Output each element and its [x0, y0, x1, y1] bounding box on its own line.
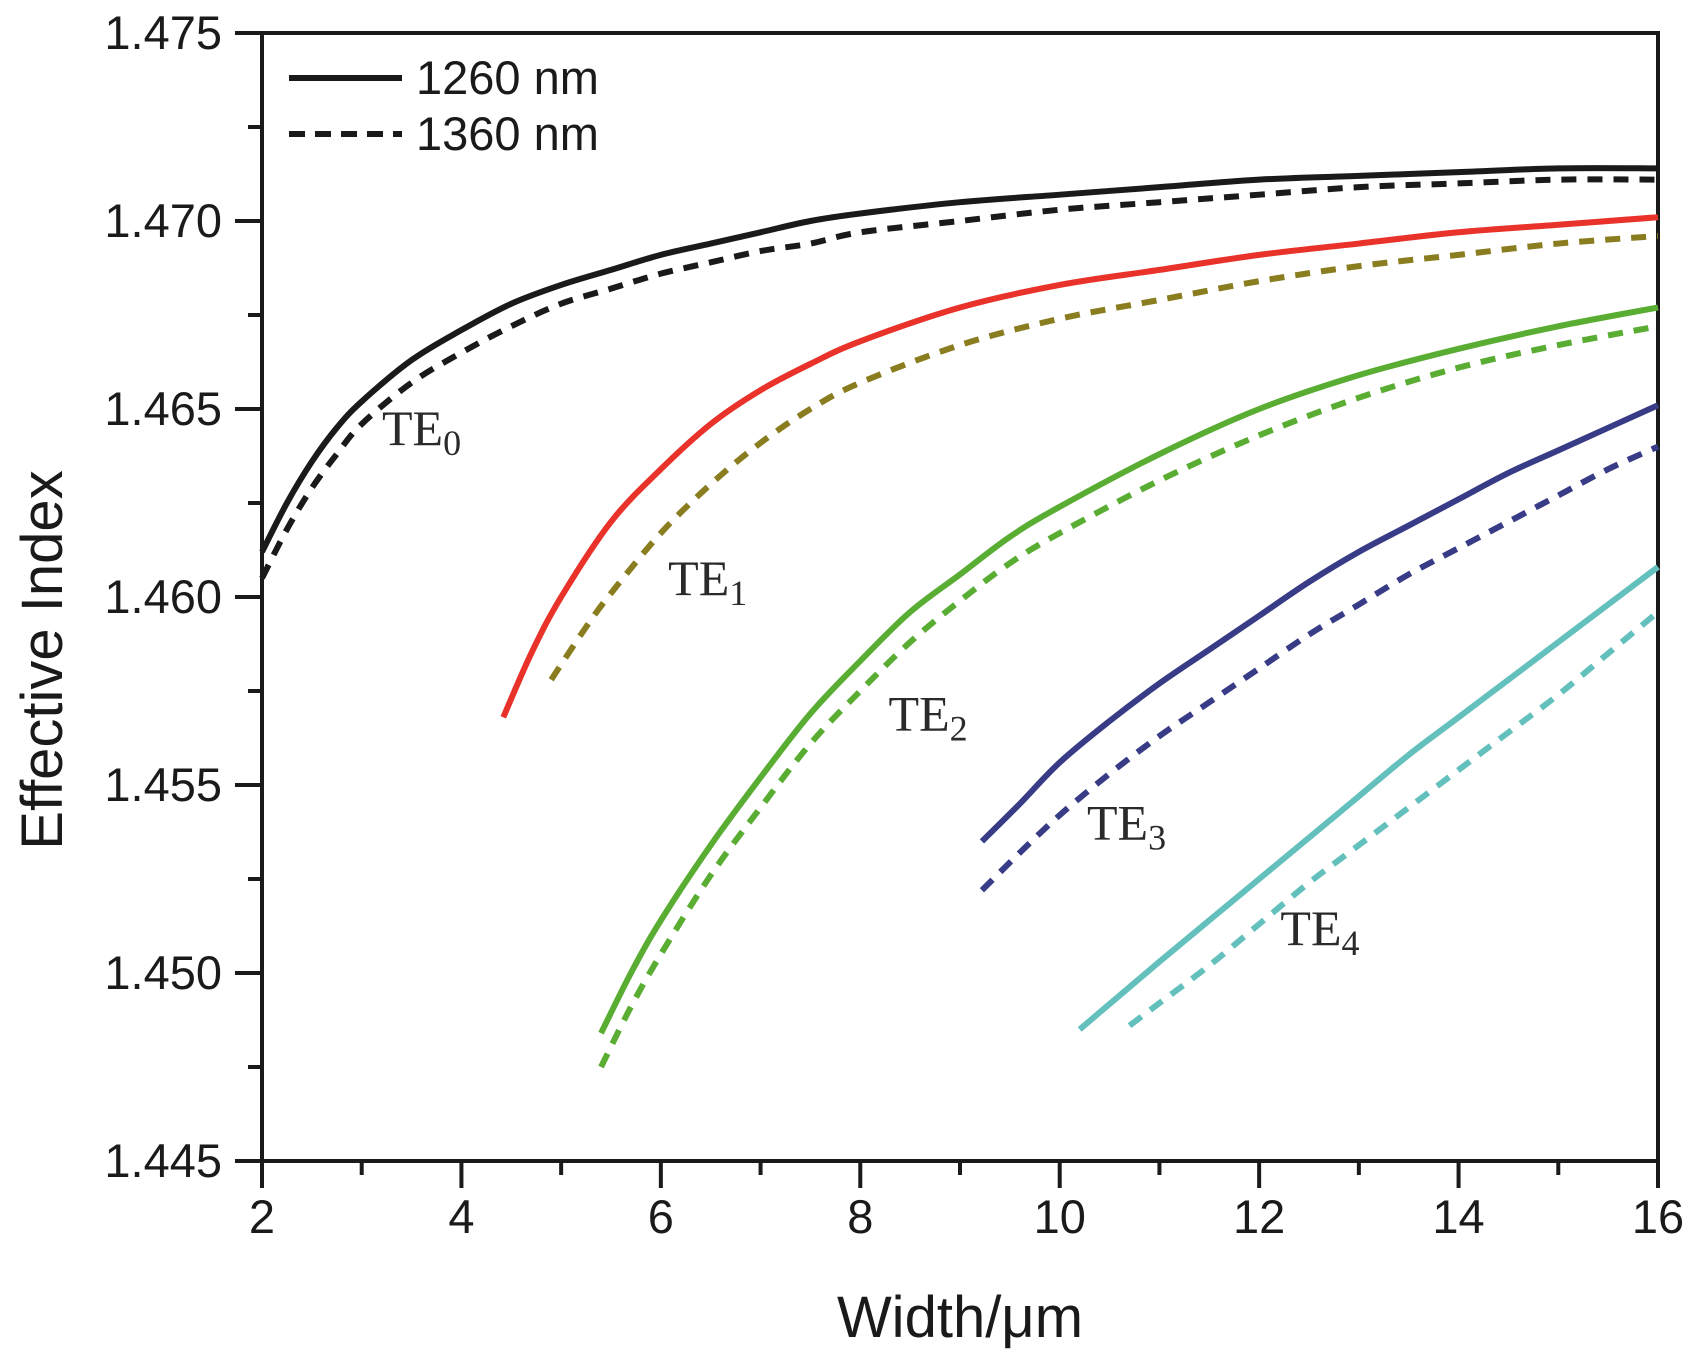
- x-tick-label-14: 14: [1432, 1190, 1484, 1243]
- te1-dashed-curve: [548, 233, 1659, 682]
- te4-solid-curve: [1077, 564, 1660, 1032]
- te0-dashed-curve: [259, 176, 1659, 580]
- x-axis-title: Width/μm: [837, 1285, 1083, 1350]
- te2-dashed-curve: [598, 323, 1659, 1069]
- y-tick-label-1.465: 1.465: [104, 382, 222, 435]
- y-tick-label-1.445: 1.445: [104, 1134, 222, 1187]
- x-tick-label-4: 4: [448, 1190, 474, 1243]
- plot-border: [260, 31, 1660, 1163]
- y-axis-title: Effective Index: [10, 470, 75, 849]
- te0-solid-curve: [259, 165, 1659, 554]
- plot-frame: [260, 31, 1660, 1163]
- te4-dashed-curve: [1127, 609, 1660, 1029]
- y-tick-label-1.455: 1.455: [104, 758, 222, 811]
- mode-curves: [259, 165, 1660, 1069]
- y-tick-label-1.470: 1.470: [104, 194, 222, 247]
- axis-titles: Width/μm Effective Index: [10, 470, 1083, 1350]
- x-tick-label-12: 12: [1233, 1190, 1285, 1243]
- te3-label: TE3: [1087, 795, 1166, 858]
- x-tick-label-10: 10: [1034, 1190, 1086, 1243]
- te1-solid-curve: [500, 214, 1659, 719]
- te0-label: TE0: [382, 400, 461, 463]
- legend-label-1360-nm: 1360 nm: [416, 107, 599, 160]
- te3-solid-curve: [979, 402, 1660, 844]
- x-tick-label-16: 16: [1632, 1190, 1684, 1243]
- legend-label-1260-nm: 1260 nm: [416, 51, 599, 104]
- te2-solid-curve: [598, 304, 1659, 1035]
- axis-ticks: 2 4 6 8 10 12 14 16 1.445 1.450 1.455 1.460 1.465 1.4…: [104, 6, 1684, 1243]
- y-tick-label-1.450: 1.450: [104, 946, 222, 999]
- x-tick-label-6: 6: [648, 1190, 674, 1243]
- te2-label: TE2: [889, 686, 968, 749]
- y-tick-label-1.475: 1.475: [104, 6, 222, 59]
- te3-dashed-curve: [979, 443, 1660, 893]
- y-tick-label-1.460: 1.460: [104, 570, 222, 623]
- te1-label: TE1: [668, 550, 747, 613]
- te4-label: TE4: [1280, 900, 1359, 963]
- mode-labels: TE0 TE1 TE2 TE3 TE4: [382, 400, 1360, 963]
- x-tick-label-2: 2: [249, 1190, 275, 1243]
- x-tick-label-8: 8: [847, 1190, 873, 1243]
